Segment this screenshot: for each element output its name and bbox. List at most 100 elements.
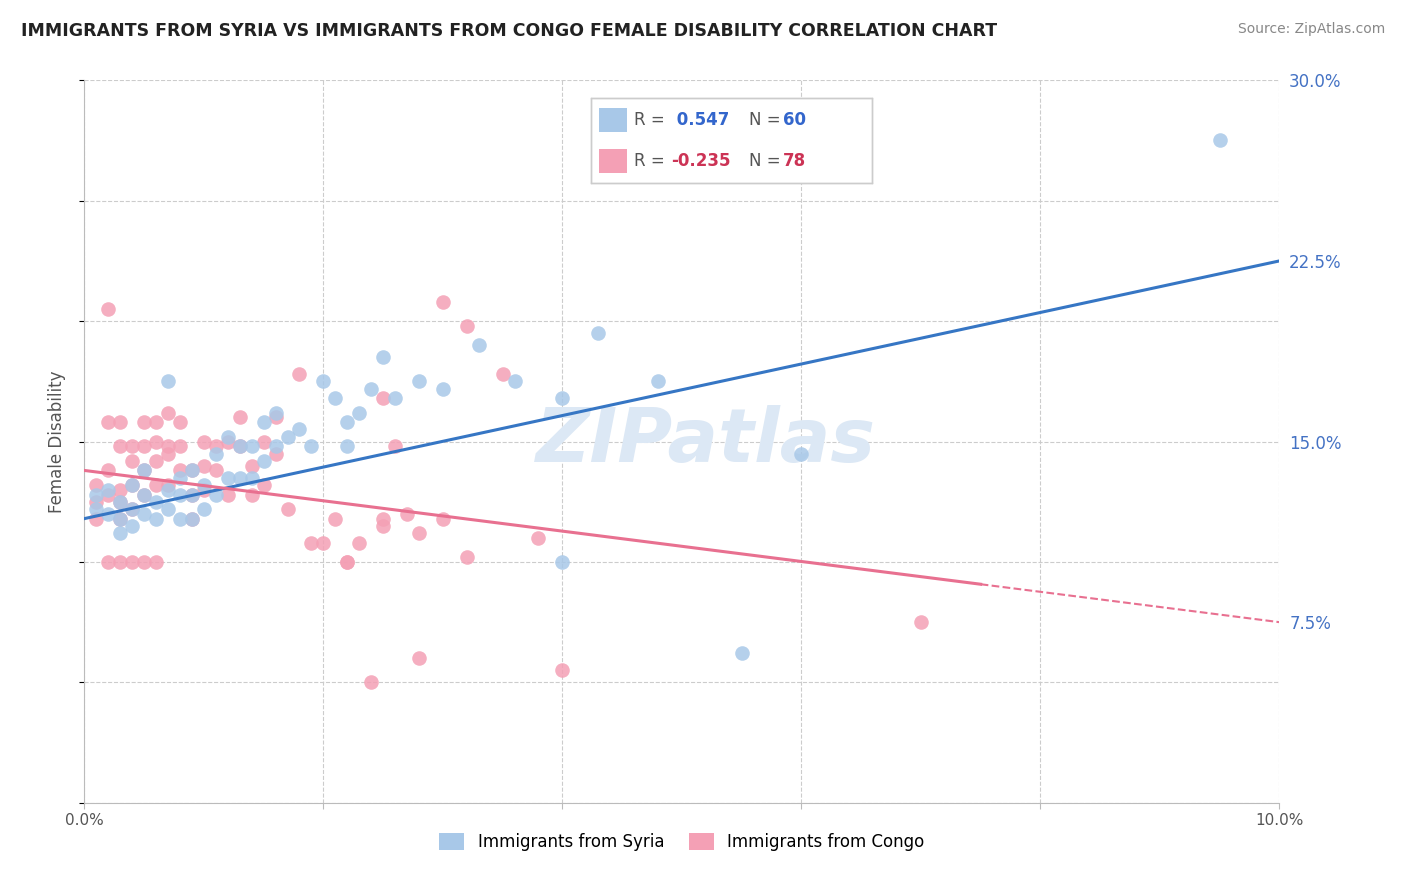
- Y-axis label: Female Disability: Female Disability: [48, 370, 66, 513]
- Point: [217, 487, 239, 501]
- Point: [205, 446, 228, 460]
- Point: [193, 434, 215, 449]
- Point: [193, 502, 215, 516]
- Point: [349, 406, 371, 420]
- Point: [336, 439, 359, 453]
- Point: [121, 478, 143, 492]
- Point: [336, 555, 359, 569]
- Point: [551, 391, 574, 405]
- Point: [86, 502, 108, 516]
- Point: [169, 415, 191, 429]
- Point: [132, 487, 156, 501]
- Text: -0.235: -0.235: [671, 152, 730, 169]
- Text: N =: N =: [749, 152, 786, 169]
- Point: [408, 526, 430, 541]
- Point: [432, 511, 454, 525]
- Point: [110, 439, 132, 453]
- Point: [264, 406, 287, 420]
- Point: [121, 439, 143, 453]
- Point: [169, 439, 191, 453]
- Text: ZIPatlas: ZIPatlas: [536, 405, 876, 478]
- Point: [97, 415, 120, 429]
- Point: [228, 439, 252, 453]
- Point: [157, 483, 180, 497]
- Point: [110, 494, 132, 508]
- Point: [312, 374, 335, 388]
- Point: [205, 439, 228, 453]
- Point: [132, 439, 156, 453]
- Point: [145, 415, 167, 429]
- Point: [169, 511, 191, 525]
- Point: [301, 535, 323, 549]
- Point: [527, 531, 550, 545]
- Point: [408, 374, 430, 388]
- Point: [86, 511, 108, 525]
- Point: [110, 483, 132, 497]
- Point: [132, 415, 156, 429]
- Point: [193, 483, 215, 497]
- Point: [228, 470, 252, 484]
- Text: 78: 78: [783, 152, 806, 169]
- Point: [121, 478, 143, 492]
- Point: [731, 647, 754, 661]
- Point: [551, 555, 574, 569]
- Point: [253, 434, 276, 449]
- Legend: Immigrants from Syria, Immigrants from Congo: Immigrants from Syria, Immigrants from C…: [430, 825, 934, 860]
- Point: [121, 454, 143, 468]
- Point: [157, 478, 180, 492]
- Point: [264, 410, 287, 425]
- Point: [910, 615, 932, 630]
- Point: [468, 338, 491, 352]
- Point: [110, 511, 132, 525]
- Point: [169, 487, 191, 501]
- Point: [456, 550, 478, 565]
- Point: [588, 326, 610, 340]
- Point: [181, 511, 204, 525]
- Point: [181, 511, 204, 525]
- Point: [312, 535, 335, 549]
- Point: [181, 487, 204, 501]
- Point: [373, 391, 395, 405]
- Point: [121, 518, 143, 533]
- Point: [240, 439, 263, 453]
- Point: [503, 374, 526, 388]
- Point: [132, 507, 156, 521]
- Point: [408, 651, 430, 665]
- Point: [145, 494, 167, 508]
- Point: [121, 502, 143, 516]
- Point: [647, 374, 669, 388]
- Point: [110, 555, 132, 569]
- Bar: [599, 149, 627, 173]
- Bar: [599, 108, 627, 132]
- Point: [384, 391, 406, 405]
- Point: [217, 430, 239, 444]
- Point: [228, 439, 252, 453]
- Point: [277, 502, 299, 516]
- Point: [97, 301, 120, 317]
- Point: [145, 454, 167, 468]
- Point: [240, 470, 263, 484]
- Point: [301, 439, 323, 453]
- Point: [157, 439, 180, 453]
- Point: [253, 415, 276, 429]
- Point: [110, 494, 132, 508]
- Point: [325, 511, 347, 525]
- Point: [217, 470, 239, 484]
- Point: [384, 439, 406, 453]
- Point: [132, 463, 156, 477]
- Point: [240, 487, 263, 501]
- Point: [205, 487, 228, 501]
- Point: [432, 382, 454, 396]
- Point: [288, 367, 311, 381]
- Point: [264, 446, 287, 460]
- Point: [277, 430, 299, 444]
- Text: R =: R =: [634, 112, 671, 129]
- Point: [181, 487, 204, 501]
- Point: [360, 675, 382, 690]
- Text: IMMIGRANTS FROM SYRIA VS IMMIGRANTS FROM CONGO FEMALE DISABILITY CORRELATION CHA: IMMIGRANTS FROM SYRIA VS IMMIGRANTS FROM…: [21, 22, 997, 40]
- Point: [336, 555, 359, 569]
- Text: Source: ZipAtlas.com: Source: ZipAtlas.com: [1237, 22, 1385, 37]
- Point: [456, 318, 478, 333]
- Point: [110, 526, 132, 541]
- Point: [97, 463, 120, 477]
